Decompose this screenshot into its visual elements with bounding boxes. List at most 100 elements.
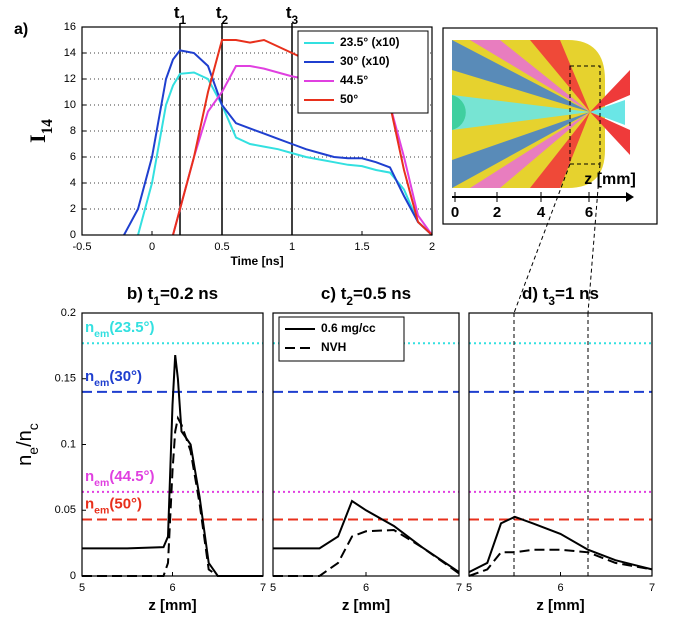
- panel-title-part: b) t: [127, 284, 154, 303]
- panel-label: a): [14, 21, 28, 38]
- y-tick-label: 4: [70, 177, 76, 189]
- x-tick-label: 1.5: [354, 241, 369, 253]
- y-axis-label: ne/nc: [14, 423, 40, 466]
- x-tick-label: 0: [149, 241, 155, 253]
- y-tick-label: 0: [70, 229, 76, 241]
- x-tick-label: 7: [260, 582, 266, 594]
- legend-label: NVH: [321, 340, 346, 354]
- panel-title-part: 2: [346, 294, 353, 308]
- threshold-label-part: em: [94, 504, 109, 516]
- x-tick-label: 7: [649, 582, 655, 594]
- y-tick-label: 0.2: [61, 307, 76, 319]
- threshold-label-part: n: [85, 468, 94, 485]
- y-axis-label-part: 14: [39, 119, 56, 135]
- panel-title: b) t1=0.2 ns: [127, 284, 218, 308]
- panel-title-part: 3: [548, 294, 555, 308]
- time-marker-label-part: t: [286, 3, 292, 22]
- x-tick-label: 5: [79, 582, 85, 594]
- y-axis-label-part: c: [25, 423, 41, 430]
- series-line: [468, 515, 653, 573]
- x-tick-label: -0.5: [73, 241, 92, 253]
- legend-box: [278, 316, 405, 362]
- schematic-tick: 2: [493, 204, 501, 221]
- y-tick-label: 8: [70, 125, 76, 137]
- x-tick-label: 1: [289, 241, 295, 253]
- beam: [590, 100, 625, 125]
- beam: [470, 40, 590, 112]
- plot-area: [82, 313, 263, 576]
- plot-frame: [468, 312, 653, 577]
- x-axis-label: z [mm]: [536, 597, 584, 614]
- time-marker-label: t3: [286, 3, 299, 27]
- threshold-label-part: n: [85, 495, 94, 512]
- y-tick-label: 16: [64, 21, 76, 33]
- y-tick-label: 0.1: [61, 438, 76, 450]
- plot-frame: [81, 26, 433, 236]
- x-axis-label: z [mm]: [342, 597, 390, 614]
- time-marker-label: t2: [216, 3, 229, 27]
- series-line: [273, 528, 460, 577]
- y-tick-label: 0.05: [55, 504, 76, 516]
- x-tick-label: 6: [557, 582, 563, 594]
- threshold-label-part: n: [85, 319, 94, 336]
- series-line: [123, 49, 433, 236]
- schematic-tick: 6: [585, 204, 593, 221]
- beam: [452, 95, 590, 130]
- y-axis-label-part: n: [14, 455, 36, 466]
- threshold-label-part: em: [94, 477, 109, 489]
- y-axis-label-part: I: [25, 134, 50, 143]
- series-line: [137, 71, 433, 236]
- legend-label: 30° (x10): [340, 54, 390, 68]
- zoom-box: [569, 65, 601, 165]
- threshold-label: nem(50°): [85, 495, 142, 516]
- y-tick-label: 10: [64, 99, 76, 111]
- x-tick-label: 2: [429, 241, 435, 253]
- beam: [530, 112, 590, 188]
- y-tick-label: 14: [64, 47, 76, 59]
- beam: [452, 40, 590, 112]
- plot-frame: [272, 312, 460, 577]
- plot-area: [469, 313, 652, 576]
- threshold-label: nem(30°): [85, 368, 142, 389]
- panel-title-part: 1: [153, 294, 160, 308]
- y-axis-label: I14: [25, 119, 56, 143]
- capsule: [452, 95, 466, 130]
- connector: [587, 163, 601, 314]
- panel-title-part: =0.5 ns: [353, 284, 411, 303]
- legend-label: 44.5°: [340, 73, 368, 87]
- y-axis-label-part: e: [25, 447, 41, 455]
- y-tick-label: 0: [70, 570, 76, 582]
- threshold-label-part: em: [94, 328, 109, 340]
- legend-label: 50°: [340, 92, 358, 106]
- y-tick-label: 0.15: [55, 373, 76, 385]
- schematic-axis-label: z [mm]: [584, 171, 636, 188]
- x-axis-label: Time [ns]: [230, 254, 283, 268]
- arrow-head: [626, 192, 634, 202]
- schematic-tick: 4: [537, 204, 546, 221]
- connector: [513, 163, 571, 314]
- time-marker-label-part: 3: [292, 13, 299, 27]
- threshold-label: nem(44.5°): [85, 468, 155, 489]
- panel-title: c) t2=0.5 ns: [321, 284, 411, 308]
- y-tick-label: 12: [64, 73, 76, 85]
- x-axis-label: z [mm]: [148, 597, 196, 614]
- panel-title-part: =1 ns: [555, 284, 599, 303]
- y-tick-label: 6: [70, 151, 76, 163]
- time-marker-label-part: t: [216, 3, 222, 22]
- panel-title: d) t3=1 ns: [522, 284, 599, 308]
- series-line: [82, 415, 263, 577]
- threshold-label-part: n: [85, 368, 94, 385]
- threshold-label: nem(23.5°): [85, 319, 155, 340]
- x-tick-label: 5: [466, 582, 472, 594]
- threshold-label-part: (44.5°): [109, 468, 154, 485]
- x-tick-label: 0.5: [214, 241, 229, 253]
- threshold-label-part: (23.5°): [109, 319, 154, 336]
- threshold-label-part: em: [94, 377, 109, 389]
- beam: [452, 112, 590, 188]
- y-axis-label-part: /n: [14, 430, 36, 447]
- plot-frame: [81, 312, 264, 577]
- threshold-label-part: (50°): [109, 495, 142, 512]
- threshold-label-part: (30°): [109, 368, 142, 385]
- legend-label: 23.5° (x10): [340, 35, 400, 49]
